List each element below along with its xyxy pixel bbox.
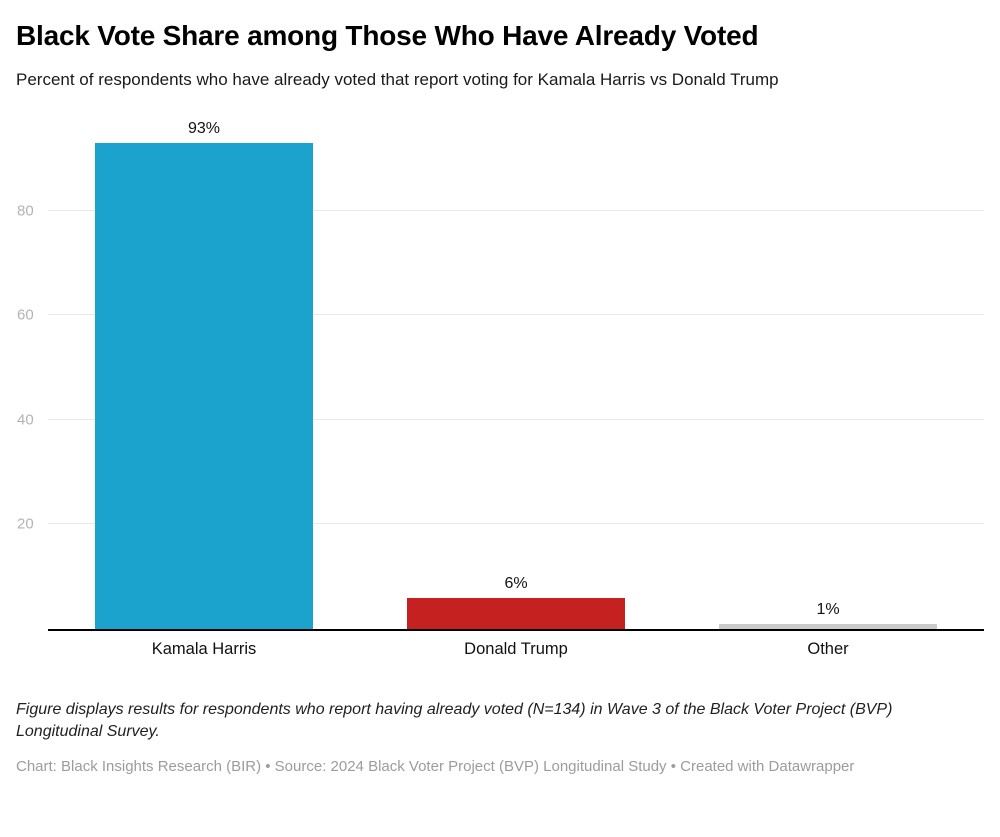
bar-columns: 93% 6% 1% xyxy=(48,106,984,629)
credit-line: Chart: Black Insights Research (BIR) • S… xyxy=(16,757,855,775)
x-axis-label-kamala-harris: Kamala Harris xyxy=(151,639,257,658)
bar-kamala-harris[interactable] xyxy=(94,142,314,629)
x-axis-baseline xyxy=(48,628,984,631)
bar-column-other: 1% xyxy=(672,106,984,629)
bar-value-label: 6% xyxy=(504,574,528,592)
gridline xyxy=(48,209,984,211)
footnote: Figure displays results for respondents … xyxy=(16,700,893,741)
chart-subtitle: Percent of respondents who have already … xyxy=(16,70,779,90)
gridline xyxy=(48,418,984,420)
gridline xyxy=(48,314,984,316)
bar-chart: 20 40 60 80 93% 6% 1% Kamala Harris Donald Trum… xyxy=(17,106,984,659)
bar-donald-trump[interactable] xyxy=(406,597,626,629)
bar-value-label: 1% xyxy=(816,600,840,618)
x-axis-labels: Kamala Harris Donald Trump Other xyxy=(48,640,984,659)
x-axis-label-other: Other xyxy=(807,639,849,658)
chart-title: Black Vote Share among Those Who Have Al… xyxy=(16,20,759,51)
y-axis-tick-label: 80 xyxy=(17,202,34,220)
y-axis-tick-label: 20 xyxy=(17,515,34,533)
bar-column-kamala-harris: 93% xyxy=(48,106,360,629)
y-axis-tick-label: 60 xyxy=(17,306,34,324)
bar-other[interactable] xyxy=(718,623,938,629)
plot-area: 20 40 60 80 93% 6% 1% xyxy=(17,106,984,629)
x-axis-label-donald-trump: Donald Trump xyxy=(464,639,568,658)
bar-column-donald-trump: 6% xyxy=(360,106,672,629)
y-axis-tick-label: 40 xyxy=(17,411,34,429)
gridline xyxy=(48,523,984,525)
bar-value-label: 93% xyxy=(187,119,221,137)
